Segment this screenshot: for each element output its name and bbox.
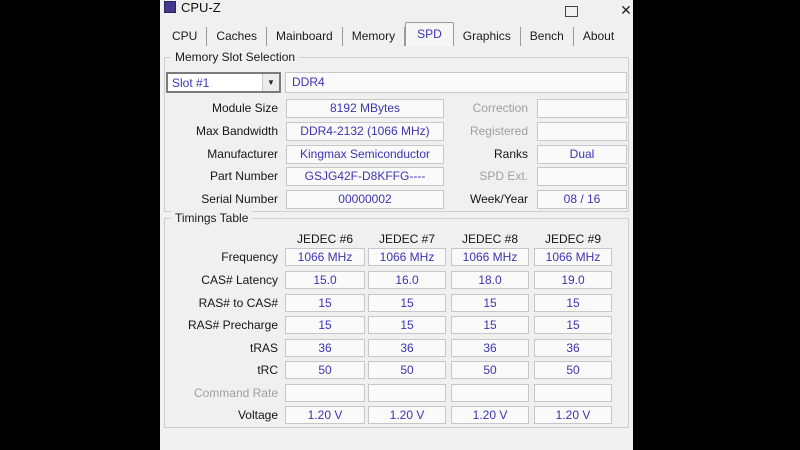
trc-jedec9: 50 bbox=[534, 361, 612, 379]
ras-precharge-jedec9: 15 bbox=[534, 316, 612, 334]
command-rate-label: Command Rate bbox=[193, 386, 278, 400]
title-bar[interactable]: CPU-Z ✕ bbox=[160, 0, 633, 18]
trc-jedec6: 50 bbox=[285, 361, 365, 379]
tab-cpu[interactable]: CPU bbox=[163, 27, 208, 46]
timings-col-jedec8: JEDEC #8 bbox=[461, 232, 519, 246]
chevron-down-icon[interactable]: ▼ bbox=[262, 74, 279, 91]
timings-table-title: Timings Table bbox=[171, 211, 253, 225]
tab-spd[interactable]: SPD bbox=[405, 22, 454, 46]
memory-type-field: DDR4 bbox=[285, 72, 627, 93]
command-rate-jedec8 bbox=[451, 384, 529, 402]
registered-value bbox=[537, 122, 627, 141]
manufacturer-value: Kingmax Semiconductor bbox=[286, 145, 444, 164]
tras-jedec8: 36 bbox=[451, 339, 529, 357]
module-size-label: Module Size bbox=[211, 101, 278, 115]
title-bar-inner: CPU-Z bbox=[160, 0, 633, 18]
frequency-jedec7: 1066 MHz bbox=[368, 248, 446, 266]
tab-caches[interactable]: Caches bbox=[207, 27, 268, 46]
tras-jedec9: 36 bbox=[534, 339, 612, 357]
frequency-jedec9: 1066 MHz bbox=[534, 248, 612, 266]
cas-latency-jedec7: 16.0 bbox=[368, 271, 446, 289]
correction-value bbox=[537, 99, 627, 118]
max-bandwidth-label: Max Bandwidth bbox=[195, 124, 278, 138]
ranks-label: Ranks bbox=[493, 147, 528, 161]
tab-mainboard[interactable]: Mainboard bbox=[267, 27, 343, 46]
serial-number-value: 00000002 bbox=[286, 190, 444, 209]
voltage-label: Voltage bbox=[237, 408, 278, 422]
part-number-value: GSJG42F-D8KFFG---- bbox=[286, 167, 444, 186]
frequency-jedec8: 1066 MHz bbox=[451, 248, 529, 266]
spd-ext-value bbox=[537, 167, 627, 186]
cpuz-app-icon bbox=[164, 1, 176, 13]
voltage-jedec7: 1.20 V bbox=[368, 406, 446, 424]
trc-jedec7: 50 bbox=[368, 361, 446, 379]
tab-bench[interactable]: Bench bbox=[521, 27, 574, 46]
frequency-label: Frequency bbox=[221, 250, 278, 264]
close-icon[interactable]: ✕ bbox=[620, 2, 632, 18]
maximize-icon[interactable] bbox=[565, 6, 578, 17]
memory-slot-selection-group: Memory Slot Selection bbox=[164, 50, 629, 212]
ras-precharge-jedec8: 15 bbox=[451, 316, 529, 334]
serial-number-label: Serial Number bbox=[201, 192, 278, 206]
trc-jedec8: 50 bbox=[451, 361, 529, 379]
command-rate-jedec7 bbox=[368, 384, 446, 402]
command-rate-jedec9 bbox=[534, 384, 612, 402]
timings-col-jedec9: JEDEC #9 bbox=[544, 232, 602, 246]
tab-graphics[interactable]: Graphics bbox=[454, 27, 521, 46]
tab-bar: CPU Caches Mainboard Memory SPD Graphics… bbox=[163, 22, 631, 46]
registered-label: Registered bbox=[469, 124, 528, 138]
frequency-jedec6: 1066 MHz bbox=[285, 248, 365, 266]
cpuz-window: CPU-Z ✕ CPU Caches Mainboard Memory SPD … bbox=[160, 0, 633, 450]
correction-label: Correction bbox=[472, 101, 528, 115]
cas-latency-jedec9: 19.0 bbox=[534, 271, 612, 289]
ras-to-cas-jedec8: 15 bbox=[451, 294, 529, 312]
trc-label: tRC bbox=[257, 363, 278, 377]
cas-latency-label: CAS# Latency bbox=[201, 273, 278, 287]
tras-jedec6: 36 bbox=[285, 339, 365, 357]
tras-jedec7: 36 bbox=[368, 339, 446, 357]
ras-to-cas-jedec9: 15 bbox=[534, 294, 612, 312]
ras-precharge-label: RAS# Precharge bbox=[187, 318, 278, 332]
voltage-jedec6: 1.20 V bbox=[285, 406, 365, 424]
command-rate-jedec6 bbox=[285, 384, 365, 402]
max-bandwidth-value: DDR4-2132 (1066 MHz) bbox=[286, 122, 444, 141]
timings-table-group: Timings Table bbox=[164, 211, 629, 428]
voltage-jedec9: 1.20 V bbox=[534, 406, 612, 424]
manufacturer-label: Manufacturer bbox=[207, 147, 278, 161]
ranks-value: Dual bbox=[537, 145, 627, 164]
ras-to-cas-jedec7: 15 bbox=[368, 294, 446, 312]
window-title: CPU-Z bbox=[181, 0, 221, 15]
cas-latency-jedec6: 15.0 bbox=[285, 271, 365, 289]
ras-precharge-jedec7: 15 bbox=[368, 316, 446, 334]
ras-precharge-jedec6: 15 bbox=[285, 316, 365, 334]
spd-ext-label: SPD Ext. bbox=[479, 169, 528, 183]
module-size-value: 8192 MBytes bbox=[286, 99, 444, 118]
cas-latency-jedec8: 18.0 bbox=[451, 271, 529, 289]
timings-col-jedec7: JEDEC #7 bbox=[378, 232, 436, 246]
slot-select-value: Slot #1 bbox=[172, 75, 210, 90]
ras-to-cas-label: RAS# to CAS# bbox=[198, 296, 278, 310]
tab-about[interactable]: About bbox=[582, 29, 615, 43]
timings-col-jedec6: JEDEC #6 bbox=[296, 232, 354, 246]
week-year-label: Week/Year bbox=[469, 192, 528, 206]
voltage-jedec8: 1.20 V bbox=[451, 406, 529, 424]
week-year-value: 08 / 16 bbox=[537, 190, 627, 209]
tras-label: tRAS bbox=[249, 341, 278, 355]
tab-memory[interactable]: Memory bbox=[343, 27, 406, 46]
slot-select-dropdown[interactable]: Slot #1 ▼ bbox=[166, 72, 281, 93]
part-number-label: Part Number bbox=[209, 169, 278, 183]
memory-slot-selection-title: Memory Slot Selection bbox=[171, 50, 300, 64]
ras-to-cas-jedec6: 15 bbox=[285, 294, 365, 312]
